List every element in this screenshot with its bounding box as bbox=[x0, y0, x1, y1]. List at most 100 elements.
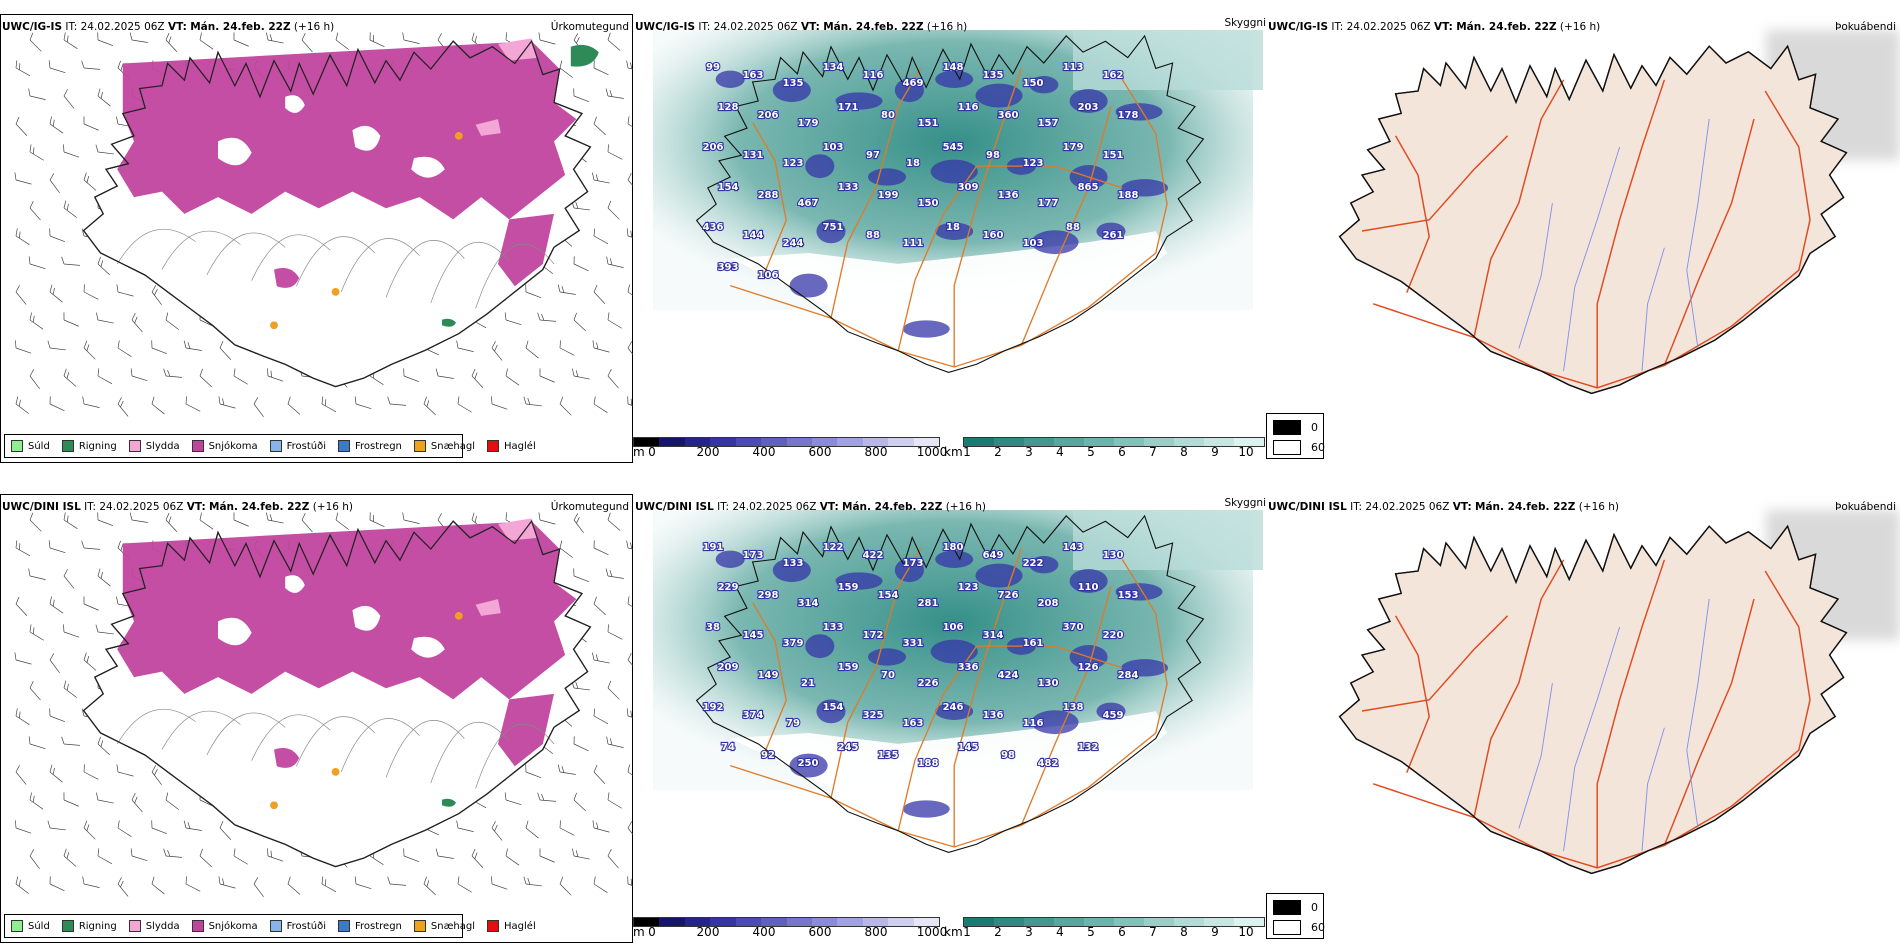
elevation-label: 545 bbox=[943, 142, 964, 153]
elevation-label: 163 bbox=[743, 70, 764, 81]
precip-type-map-row1: UWC/IG-IS IT: 24.02.2025 06Z VT: Mán. 24… bbox=[0, 0, 633, 465]
fog-legend-label-1: 60 bbox=[1311, 921, 1325, 934]
vt-value: Mán. 24.feb. 22Z bbox=[842, 501, 943, 513]
height-tick: 800 bbox=[864, 925, 888, 939]
precip-type-panel-row2 bbox=[0, 494, 633, 943]
height-tick: 800 bbox=[864, 445, 888, 459]
elevation-label: 113 bbox=[1063, 62, 1084, 73]
elevation-label: 284 bbox=[1118, 670, 1139, 681]
legend-label: Súld bbox=[28, 920, 50, 932]
elevation-label: 160 bbox=[983, 230, 1004, 241]
fog-legend-row-0: 0 bbox=[1273, 900, 1318, 915]
snow-area-1 bbox=[498, 693, 554, 767]
height-tick: 200 bbox=[696, 445, 720, 459]
elevation-label: 360 bbox=[998, 110, 1019, 121]
visibility-tick: 9 bbox=[1211, 925, 1219, 939]
lead-time: (+16 h) bbox=[945, 501, 987, 513]
fog-index-title: Þokuábendi bbox=[1835, 501, 1896, 513]
visibility-tick: 7 bbox=[1149, 445, 1157, 459]
height-tick: 200 bbox=[696, 925, 720, 939]
legend-swatch bbox=[191, 440, 204, 452]
elevation-label: 70 bbox=[881, 670, 895, 681]
it-value: 24.02.2025 06Z bbox=[80, 21, 165, 33]
vt-value: Mán. 24.feb. 22Z bbox=[1456, 21, 1557, 33]
elevation-label: 151 bbox=[1103, 150, 1124, 161]
legend-item-0: Súld bbox=[11, 920, 50, 932]
elevation-label: 298 bbox=[758, 590, 779, 601]
legend-swatch bbox=[269, 440, 282, 452]
colorbar-cell bbox=[811, 918, 838, 926]
legend-item-7: Haglél bbox=[487, 920, 536, 932]
elevation-label: 163 bbox=[903, 718, 924, 729]
snow-area-0 bbox=[117, 521, 577, 700]
fog-legend-label-1: 60 bbox=[1311, 441, 1325, 454]
colorbar-cell bbox=[837, 438, 863, 446]
colorbar-cell bbox=[994, 918, 1024, 926]
legend-swatch bbox=[11, 440, 23, 452]
elevation-label: 229 bbox=[718, 582, 739, 593]
elevation-label: 135 bbox=[783, 78, 804, 89]
colorbar-cell bbox=[1084, 918, 1114, 926]
elevation-label: 370 bbox=[1063, 622, 1084, 633]
elevation-label: 99 bbox=[706, 62, 720, 73]
height-tick: 600 bbox=[808, 445, 832, 459]
visibility-map-row1: 99 163 135 134 116 469 148 135 150 113 162 128 206 17… bbox=[633, 0, 1266, 465]
fog-swatch-0 bbox=[1273, 420, 1301, 435]
elevation-label: 88 bbox=[1066, 222, 1080, 233]
elevation-label: 80 bbox=[881, 110, 895, 121]
colorbar-cell bbox=[1174, 918, 1204, 926]
elevation-label: 649 bbox=[983, 550, 1004, 561]
fog-legend-label-0: 0 bbox=[1311, 421, 1318, 434]
elevation-label: 122 bbox=[823, 542, 844, 553]
colorbar-cell bbox=[862, 438, 889, 446]
colorbar-cell bbox=[761, 438, 787, 446]
colorbar-cell bbox=[735, 438, 762, 446]
colorbar-cell bbox=[913, 918, 940, 926]
legend-swatch bbox=[61, 440, 74, 452]
colorbar-cell bbox=[1204, 918, 1234, 926]
visibility-colorbar bbox=[963, 437, 1265, 447]
precip-type-legend: Súld Rigning Slydda Snjókoma Frostúði Frostre… bbox=[4, 434, 536, 458]
visibility-title: Skyggni bbox=[1224, 17, 1267, 29]
legend-item-1: Rigning bbox=[61, 920, 117, 932]
legend-swatch bbox=[338, 440, 350, 452]
elevation-label: 865 bbox=[1078, 182, 1099, 193]
precip-map-svg bbox=[14, 32, 633, 417]
legend-swatch bbox=[61, 920, 74, 932]
elevation-label: 188 bbox=[1118, 190, 1139, 201]
elevation-label: 424 bbox=[998, 670, 1019, 681]
elevation-label: 177 bbox=[1038, 198, 1059, 209]
elevation-label: 226 bbox=[918, 678, 939, 689]
colorbar-cell bbox=[811, 438, 838, 446]
elevation-label: 459 bbox=[1103, 710, 1124, 721]
model-name: UWC/IG-IS bbox=[1268, 21, 1329, 33]
legend-item-0: Súld bbox=[11, 440, 50, 452]
elevation-label: 18 bbox=[946, 222, 960, 233]
snow-area-0 bbox=[117, 41, 577, 220]
it-label: IT: bbox=[1350, 501, 1363, 513]
visibility-title: Skyggni bbox=[1224, 497, 1267, 509]
legend-swatch bbox=[487, 920, 500, 932]
vt-label: VT: bbox=[800, 21, 820, 33]
visibility-tick: 10 bbox=[1238, 445, 1254, 459]
height-colorbar bbox=[633, 437, 940, 447]
elevation-label: 203 bbox=[1078, 102, 1099, 113]
elevation-label: 208 bbox=[1038, 598, 1059, 609]
fog-map-svg bbox=[1338, 30, 1900, 395]
elevation-label: 150 bbox=[918, 198, 939, 209]
legend-label: Haglél bbox=[504, 920, 536, 932]
height-tick: 1000 bbox=[916, 445, 948, 459]
vt-label: VT: bbox=[1433, 21, 1453, 33]
height-unit: m bbox=[633, 445, 645, 459]
it-value: 24.02.2025 06Z bbox=[732, 501, 817, 513]
height-tick: 600 bbox=[808, 925, 832, 939]
elevation-label: 751 bbox=[823, 222, 844, 233]
visibility-unit: km bbox=[944, 445, 963, 459]
vt-value: Mán. 24.feb. 22Z bbox=[1475, 501, 1576, 513]
fog-map-svg bbox=[1338, 510, 1900, 875]
height-tick: 0 bbox=[648, 925, 656, 939]
elevation-label: 145 bbox=[743, 630, 764, 641]
model-name: UWC/IG-IS bbox=[635, 21, 696, 33]
visibility-tick: 1 bbox=[963, 925, 971, 939]
legend-item-4: Frostúði bbox=[269, 920, 326, 932]
